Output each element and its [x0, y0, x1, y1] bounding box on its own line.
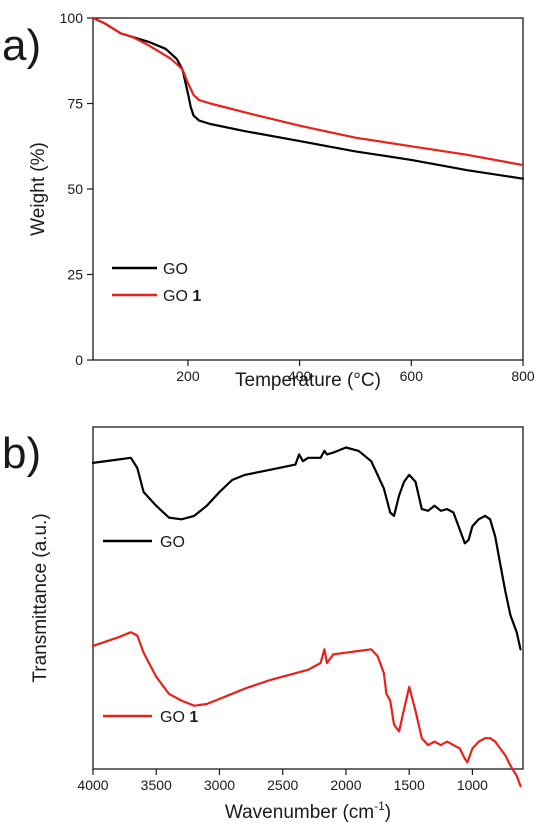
series-line: [91, 16, 525, 167]
series-line: [91, 631, 522, 788]
panel-a-frame: [92, 17, 524, 361]
panel-b-series: [91, 446, 522, 788]
series-line: [91, 446, 522, 651]
x-tick-label: 3500: [141, 777, 172, 793]
legend-label-go1-number: 1: [192, 288, 201, 305]
panel-a-label: a): [2, 21, 41, 70]
legend-label-go1-text: GO: [163, 288, 192, 305]
x-tick-label: 400: [288, 368, 312, 384]
x-axis-title-superscript: -1: [374, 799, 385, 813]
x-tick-label: 600: [400, 368, 424, 384]
x-axis-title-main: Wavenumber (cm: [225, 802, 374, 823]
y-tick-label: 25: [67, 267, 83, 283]
x-tick-label: 4000: [77, 777, 108, 793]
panel-b-y-axis-title: Transmittance (a.u.): [30, 513, 51, 682]
y-tick-label: 0: [75, 352, 83, 368]
legend-label-go1: GO 1: [160, 709, 198, 726]
legend-label-go1-text: GO: [160, 709, 189, 726]
panel-b-label: b): [2, 429, 41, 478]
legend-label-go: GO: [163, 261, 188, 278]
panel-b-frame: [92, 426, 524, 770]
x-axis-title-end: ): [385, 802, 391, 823]
panel-a: a) 200 400 600 800 0 25 50 75 100 Temperature (°…: [2, 10, 535, 391]
y-tick-label: 50: [67, 181, 83, 197]
x-tick-label: 2000: [330, 777, 361, 793]
series-line: [91, 16, 525, 180]
panel-a-ticks: 200 400 600 800 0 25 50 75 100: [60, 10, 535, 384]
panel-b-ticks: 4000 3500 3000 2500 2000 1500 1000: [77, 769, 488, 793]
legend-label-go1: GO 1: [163, 288, 201, 305]
panel-b: b) 4000 3500 3000 2500 2000 1500 1000 Wavenumb…: [2, 426, 524, 823]
panel-a-series: [91, 16, 525, 180]
panel-a-x-axis-title: Temperature (°C): [235, 370, 381, 391]
panel-a-legend: GO GO 1: [112, 261, 201, 305]
x-tick-label: 800: [511, 368, 535, 384]
x-tick-label: 2500: [267, 777, 298, 793]
panel-a-y-axis-title: Weight (%): [28, 142, 49, 236]
panel-b-x-axis-title: Wavenumber (cm-1): [225, 799, 391, 823]
x-tick-label: 1500: [394, 777, 425, 793]
legend-label-go: GO: [160, 534, 185, 551]
x-tick-label: 1000: [457, 777, 488, 793]
legend-label-go1-number: 1: [189, 709, 198, 726]
x-tick-label: 3000: [204, 777, 235, 793]
y-tick-label: 75: [67, 96, 83, 112]
y-tick-label: 100: [60, 10, 84, 26]
panel-b-legend: GO GO 1: [103, 534, 198, 726]
x-tick-label: 200: [176, 368, 200, 384]
